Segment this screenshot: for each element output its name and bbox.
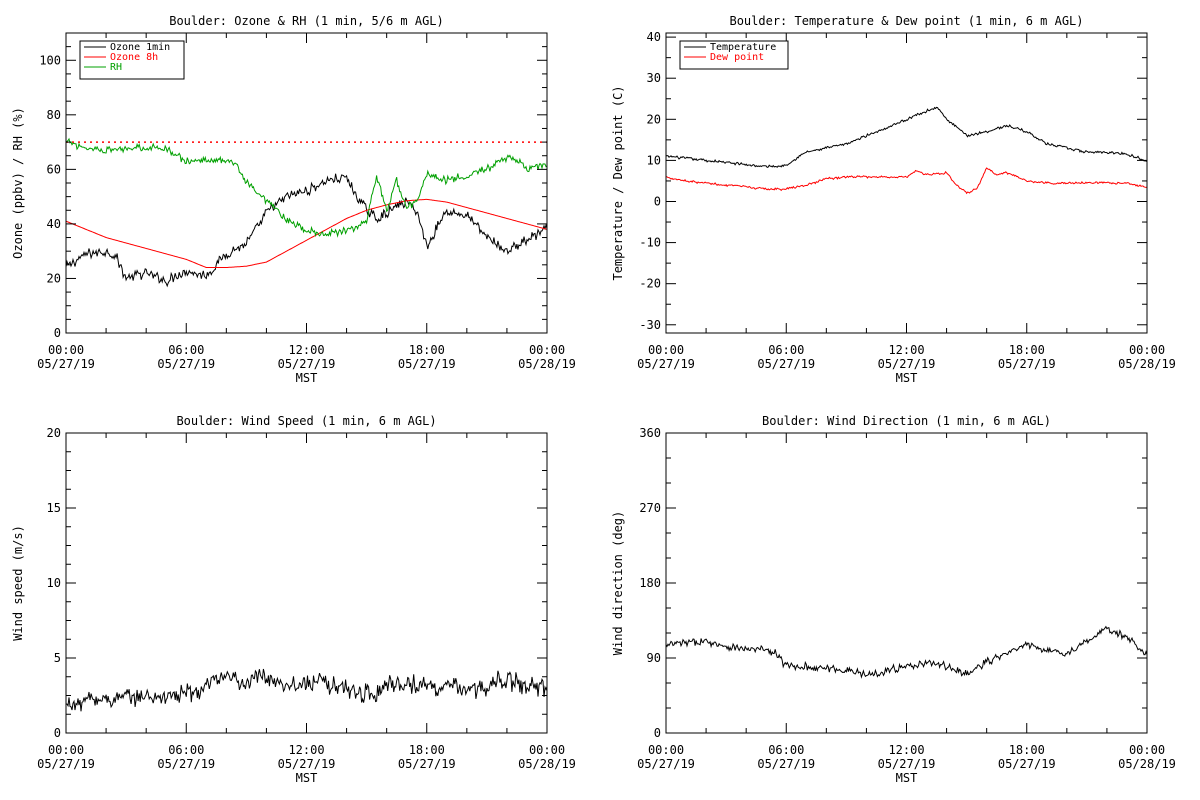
series-line-ozone-8h: [66, 198, 547, 268]
y-tick-label: 0: [54, 726, 61, 740]
legend-label: Dew point: [710, 52, 764, 63]
y-tick-label: 5: [54, 651, 61, 665]
x-tick-label-time: 00:00: [48, 743, 84, 757]
y-tick-label: 270: [639, 501, 661, 515]
x-tick-label-time: 00:00: [648, 343, 684, 357]
y-tick-label: 20: [647, 112, 661, 126]
y-tick-label: 20: [47, 426, 61, 440]
chart-title: Boulder: Ozone & RH (1 min, 5/6 m AGL): [169, 14, 444, 28]
y-tick-label: -30: [639, 318, 661, 332]
y-tick-label: 90: [647, 651, 661, 665]
series-line-ozone-1min: [66, 173, 547, 288]
y-tick-label: 0: [654, 726, 661, 740]
x-tick-label-date: 05/27/19: [757, 357, 815, 371]
y-tick-label: 80: [47, 108, 61, 122]
x-tick-label-date: 05/27/19: [157, 357, 215, 371]
x-tick-label-time: 00:00: [529, 743, 565, 757]
x-tick-label-date: 05/27/19: [878, 757, 936, 771]
series-line-rh: [66, 137, 547, 238]
y-tick-label: 40: [47, 217, 61, 231]
y-axis-label: Temperature / Dew point (C): [611, 85, 625, 280]
y-tick-label: 0: [654, 194, 661, 208]
legend-box: [679, 40, 789, 70]
y-axis-label: Wind speed (m/s): [11, 525, 25, 641]
x-tick-label-date: 05/27/19: [37, 357, 95, 371]
x-axis-label: MST: [296, 771, 318, 785]
x-tick-label-date: 05/28/19: [1118, 357, 1176, 371]
legend-label: Ozone 8h: [110, 52, 158, 63]
x-tick-label-date: 05/28/19: [518, 357, 576, 371]
chart-title: Boulder: Temperature & Dew point (1 min,…: [729, 14, 1083, 28]
x-tick-label-time: 00:00: [1129, 343, 1165, 357]
x-tick-label-date: 05/27/19: [37, 757, 95, 771]
x-tick-label-time: 00:00: [48, 343, 84, 357]
y-tick-label: 10: [47, 576, 61, 590]
x-tick-label-time: 12:00: [888, 343, 924, 357]
x-tick-label-time: 18:00: [1009, 743, 1045, 757]
y-axis-label: Ozone (ppbv) / RH (%): [11, 107, 25, 259]
x-tick-label-time: 00:00: [1129, 743, 1165, 757]
x-tick-label-time: 06:00: [168, 743, 204, 757]
x-axis-label: MST: [296, 371, 318, 385]
x-axis-label: MST: [896, 771, 918, 785]
x-tick-label-date: 05/27/19: [157, 757, 215, 771]
x-tick-label-time: 00:00: [648, 743, 684, 757]
legend-label: Ozone 1min: [110, 42, 170, 53]
y-tick-label: 15: [47, 501, 61, 515]
y-tick-label: 100: [39, 53, 61, 67]
x-tick-label-time: 06:00: [168, 343, 204, 357]
x-tick-label-date: 05/27/19: [998, 357, 1056, 371]
legend-label: Temperature: [710, 42, 776, 53]
chart-temp_dew: Boulder: Temperature & Dew point (1 min,…: [611, 14, 1176, 385]
x-axis-label: MST: [896, 371, 918, 385]
x-tick-label-date: 05/28/19: [518, 757, 576, 771]
series-line-temperature: [666, 106, 1147, 168]
x-tick-label-time: 00:00: [529, 343, 565, 357]
x-tick-label-time: 06:00: [768, 743, 804, 757]
chart-wind_dir: Boulder: Wind Direction (1 min, 6 m AGL)…: [611, 414, 1176, 785]
x-tick-label-time: 18:00: [409, 343, 445, 357]
y-tick-label: 0: [54, 326, 61, 340]
y-tick-label: 360: [639, 426, 661, 440]
series-line-dew-point: [666, 167, 1147, 195]
x-tick-label-date: 05/28/19: [1118, 757, 1176, 771]
y-tick-label: 30: [647, 71, 661, 85]
chart-title: Boulder: Wind Direction (1 min, 6 m AGL): [762, 414, 1051, 428]
x-tick-label-time: 06:00: [768, 343, 804, 357]
x-tick-label-date: 05/27/19: [398, 357, 456, 371]
x-tick-label-date: 05/27/19: [998, 757, 1056, 771]
x-tick-label-date: 05/27/19: [878, 357, 936, 371]
x-tick-label-time: 18:00: [1009, 343, 1045, 357]
y-axis-label: Wind direction (deg): [611, 511, 625, 656]
x-tick-label-date: 05/27/19: [278, 357, 336, 371]
legend-label: RH: [110, 62, 122, 73]
x-tick-label-time: 12:00: [288, 743, 324, 757]
y-tick-label: 40: [647, 30, 661, 44]
y-tick-label: 180: [639, 576, 661, 590]
y-tick-label: 10: [647, 153, 661, 167]
x-tick-label-date: 05/27/19: [637, 357, 695, 371]
chart-ozone_rh: Boulder: Ozone & RH (1 min, 5/6 m AGL) 0 2…: [11, 14, 576, 385]
x-tick-label-date: 05/27/19: [757, 757, 815, 771]
plot-frame: [665, 432, 1148, 734]
x-tick-label-time: 12:00: [288, 343, 324, 357]
x-tick-label-date: 05/27/19: [398, 757, 456, 771]
y-tick-label: 20: [47, 271, 61, 285]
y-tick-label: 60: [47, 162, 61, 176]
x-tick-label-time: 12:00: [888, 743, 924, 757]
y-tick-label: -20: [639, 277, 661, 291]
x-tick-label-date: 05/27/19: [278, 757, 336, 771]
series-line-2: [66, 668, 547, 712]
chart-wind_speed: Boulder: Wind Speed (1 min, 6 m AGL) 0 5 10…: [11, 414, 576, 785]
chart-title: Boulder: Wind Speed (1 min, 6 m AGL): [176, 414, 436, 428]
x-tick-label-time: 18:00: [409, 743, 445, 757]
y-tick-label: -10: [639, 236, 661, 250]
series-line-3: [666, 625, 1147, 679]
x-tick-label-date: 05/27/19: [637, 757, 695, 771]
